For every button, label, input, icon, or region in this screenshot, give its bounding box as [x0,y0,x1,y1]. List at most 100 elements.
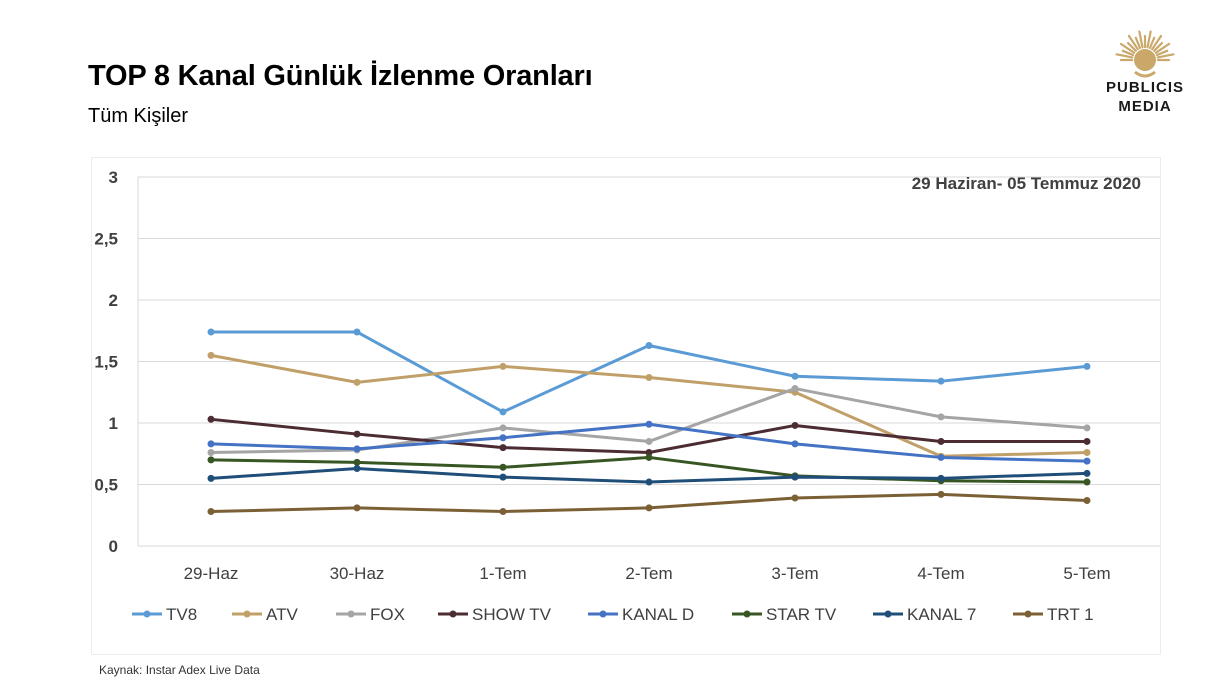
legend-marker [243,610,251,618]
legend-marker [1024,610,1032,618]
data-point [499,444,507,452]
publicis-media-logo: PUBLICIS MEDIA [1095,30,1195,120]
data-point [937,377,945,385]
data-point [207,351,215,359]
legend-label: ATV [266,605,298,624]
logo-ray [1148,36,1156,50]
x-tick-label: 29-Haz [184,564,239,583]
x-axis: 29-Haz 30-Haz 1-Tem 2-Tem 3-Tem 4-Tem 5-Tem [184,564,1111,583]
data-point [791,440,799,448]
data-point [353,445,361,453]
data-point [499,473,507,481]
data-point [207,456,215,464]
data-point [791,372,799,380]
logo-ray [1127,34,1139,51]
legend-label: KANAL D [622,605,694,624]
data-point [937,490,945,498]
logo-ray [1154,42,1171,54]
x-tick-label: 2-Tem [625,564,672,583]
data-point [353,430,361,438]
data-point [499,408,507,416]
data-point [1083,362,1091,370]
logo-text-media: MEDIA [1118,98,1172,115]
x-tick-label: 1-Tem [479,564,526,583]
logo-text-publicis: PUBLICIS [1105,79,1184,96]
data-point [1083,496,1091,504]
data-point [645,420,653,428]
data-point [207,415,215,423]
legend-label: TRT 1 [1047,605,1094,624]
series-lines [207,328,1091,516]
data-point [937,453,945,461]
data-point [937,413,945,421]
x-tick-label: 3-Tem [771,564,818,583]
data-point [1083,449,1091,457]
logo-ray [1134,36,1142,50]
logo-ray [1119,42,1136,54]
data-point [1083,469,1091,477]
data-point [353,504,361,512]
legend-marker [143,610,151,618]
legend-label: STAR TV [766,605,837,624]
page-subtitle: Tüm Kişiler [88,105,189,127]
logo-ray [1126,41,1137,52]
y-tick-label: 1,5 [94,353,118,372]
data-point [937,474,945,482]
data-point [207,508,215,516]
data-point [499,434,507,442]
legend-marker [347,610,355,618]
data-point [207,328,215,336]
legend: TV8 ATV FOX SHOW TV KANAL D STAR TV KANAL 7 TRT… [132,605,1094,624]
legend-label: SHOW TV [472,605,552,624]
chart-area: 0 0,5 1 1,5 2 2,5 3 29-Haz 30-Haz 1-Tem 2-Tem 3-Te… [91,157,1161,655]
data-point [1083,478,1091,486]
data-point [937,437,945,445]
data-point [353,458,361,466]
data-point [1083,424,1091,432]
data-point [499,424,507,432]
date-range-label: 29 Haziran- 05 Temmuz 2020 [912,174,1141,193]
data-point [645,373,653,381]
x-tick-label: 5-Tem [1063,564,1110,583]
data-point [645,453,653,461]
logo-ray [1155,49,1169,57]
data-point [791,421,799,429]
line-chart: 0 0,5 1 1,5 2 2,5 3 29-Haz 30-Haz 1-Tem 2-Tem 3-Te… [94,168,1160,624]
data-point [645,449,653,457]
data-point [499,362,507,370]
data-point [353,378,361,386]
logo-ray [1115,53,1134,59]
logo-ray [1156,53,1175,59]
data-point [791,385,799,393]
data-point [499,463,507,471]
legend-marker [599,610,607,618]
data-point [353,328,361,336]
data-point [353,465,361,473]
y-tick-label: 0 [109,537,118,556]
legend-label: KANAL 7 [907,605,976,624]
y-tick-label: 3 [109,168,118,187]
data-point [791,473,799,481]
y-tick-label: 0,5 [94,476,118,495]
logo-ray [1151,34,1163,51]
data-point [791,494,799,502]
gridlines [137,176,1160,547]
logo-ray [1121,49,1135,57]
y-tick-label: 2 [109,291,118,310]
logo-ray [1153,41,1164,52]
data-point [1083,437,1091,445]
data-point [207,449,215,457]
legend-label: FOX [370,605,405,624]
data-point [499,508,507,516]
data-point [1083,457,1091,465]
logo-ray [1146,30,1152,49]
x-tick-label: 4-Tem [917,564,964,583]
data-point [645,437,653,445]
data-point [645,504,653,512]
source-note: Kaynak: Instar Adex Live Data [99,663,260,677]
data-point [207,440,215,448]
data-point [645,478,653,486]
y-axis: 0 0,5 1 1,5 2 2,5 3 [94,168,118,556]
x-tick-label: 30-Haz [330,564,385,583]
logo-ray [1138,30,1144,49]
